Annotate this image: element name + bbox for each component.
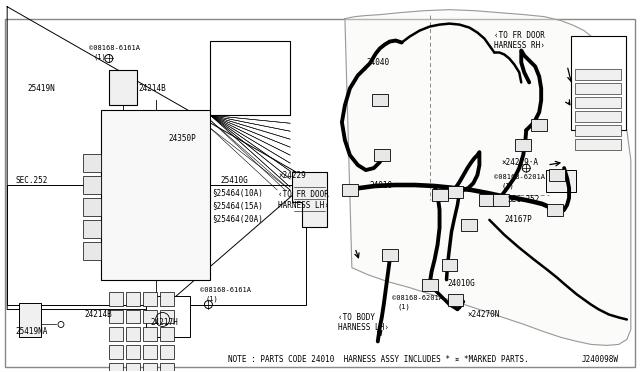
Text: §25464(10A): §25464(10A) bbox=[212, 189, 263, 199]
Polygon shape bbox=[292, 172, 327, 227]
Text: 25419NA: 25419NA bbox=[15, 327, 47, 336]
Bar bbox=[575, 139, 621, 150]
Bar bbox=[125, 363, 140, 372]
Text: (1): (1) bbox=[397, 303, 410, 310]
Bar bbox=[575, 83, 621, 94]
Bar bbox=[7, 185, 306, 305]
Bar bbox=[372, 94, 388, 106]
Bar bbox=[159, 310, 173, 324]
Bar bbox=[447, 186, 463, 198]
Bar bbox=[109, 363, 123, 372]
Text: ‹TO FR DOOR
HARNESS RH›: ‹TO FR DOOR HARNESS RH› bbox=[494, 31, 545, 50]
Text: 24214B: 24214B bbox=[139, 84, 166, 93]
Bar bbox=[159, 363, 173, 372]
Text: 24214B: 24214B bbox=[85, 310, 113, 319]
Bar bbox=[83, 154, 101, 172]
Bar bbox=[143, 346, 157, 359]
Bar bbox=[575, 97, 621, 108]
Bar bbox=[19, 302, 41, 337]
Bar bbox=[431, 189, 447, 201]
Text: 24010G: 24010G bbox=[447, 279, 476, 288]
Text: ×24270N: ×24270N bbox=[467, 310, 500, 319]
Bar bbox=[125, 292, 140, 305]
Text: 24010: 24010 bbox=[370, 180, 393, 189]
Text: 24167P: 24167P bbox=[504, 215, 532, 224]
Bar bbox=[575, 70, 621, 80]
Bar bbox=[546, 170, 576, 192]
Text: §25464(20A): §25464(20A) bbox=[212, 215, 263, 224]
Bar bbox=[493, 194, 509, 206]
Bar bbox=[109, 292, 123, 305]
Bar bbox=[143, 292, 157, 305]
Text: SEC.252: SEC.252 bbox=[15, 176, 47, 185]
Bar bbox=[382, 249, 397, 261]
Text: (1): (1) bbox=[94, 53, 107, 60]
Text: SEC.252: SEC.252 bbox=[508, 195, 540, 205]
Bar bbox=[125, 327, 140, 341]
Bar bbox=[146, 296, 191, 337]
Text: 24350P: 24350P bbox=[168, 134, 196, 143]
Bar bbox=[571, 36, 626, 130]
Bar bbox=[575, 125, 621, 136]
Text: 24217H: 24217H bbox=[150, 318, 179, 327]
Text: ‹TO FR DOOR
HARNESS LH›: ‹TO FR DOOR HARNESS LH› bbox=[278, 190, 329, 210]
Bar bbox=[159, 327, 173, 341]
Bar bbox=[125, 310, 140, 324]
Text: ©08168-6161A: ©08168-6161A bbox=[89, 45, 140, 51]
Text: ‹TO BODY
HARNESS LH›: ‹TO BODY HARNESS LH› bbox=[338, 313, 389, 332]
Bar bbox=[342, 184, 358, 196]
Bar bbox=[442, 259, 458, 271]
Bar bbox=[83, 176, 101, 194]
Text: ©08168-6201A: ©08168-6201A bbox=[494, 174, 545, 180]
Bar bbox=[515, 139, 531, 151]
Bar bbox=[575, 111, 621, 122]
Bar bbox=[143, 310, 157, 324]
Bar bbox=[461, 219, 477, 231]
Bar bbox=[143, 327, 157, 341]
Bar bbox=[549, 169, 565, 181]
Text: 25410G: 25410G bbox=[220, 176, 248, 185]
Text: §25464(15A): §25464(15A) bbox=[212, 202, 263, 211]
Bar bbox=[159, 346, 173, 359]
Bar bbox=[101, 110, 211, 280]
Bar bbox=[83, 198, 101, 216]
Bar bbox=[422, 279, 438, 291]
Bar bbox=[479, 194, 495, 206]
Bar bbox=[125, 346, 140, 359]
Bar bbox=[83, 242, 101, 260]
Text: ×24229·A: ×24229·A bbox=[501, 158, 538, 167]
Bar bbox=[83, 220, 101, 238]
Bar bbox=[109, 327, 123, 341]
Text: ©08168-6201A: ©08168-6201A bbox=[392, 295, 443, 301]
Bar bbox=[109, 310, 123, 324]
Text: (1): (1) bbox=[501, 183, 514, 189]
Text: 25419N: 25419N bbox=[27, 84, 55, 93]
Bar bbox=[109, 70, 137, 105]
Text: (1): (1) bbox=[205, 295, 218, 302]
Text: ×24229: ×24229 bbox=[278, 170, 306, 180]
Text: ©08168-6161A: ©08168-6161A bbox=[200, 286, 252, 293]
Text: 24040: 24040 bbox=[367, 58, 390, 67]
Bar bbox=[211, 41, 290, 115]
Bar bbox=[109, 346, 123, 359]
Text: J240098W: J240098W bbox=[582, 355, 619, 364]
Polygon shape bbox=[345, 10, 631, 346]
Text: NOTE : PARTS CODE 24010  HARNESS ASSY INCLUDES * ¤ *MARKED PARTS.: NOTE : PARTS CODE 24010 HARNESS ASSY INC… bbox=[228, 355, 529, 364]
Bar bbox=[143, 363, 157, 372]
Bar bbox=[159, 292, 173, 305]
Bar bbox=[531, 119, 547, 131]
Bar bbox=[447, 294, 463, 305]
Bar bbox=[374, 149, 390, 161]
Bar bbox=[547, 204, 563, 216]
